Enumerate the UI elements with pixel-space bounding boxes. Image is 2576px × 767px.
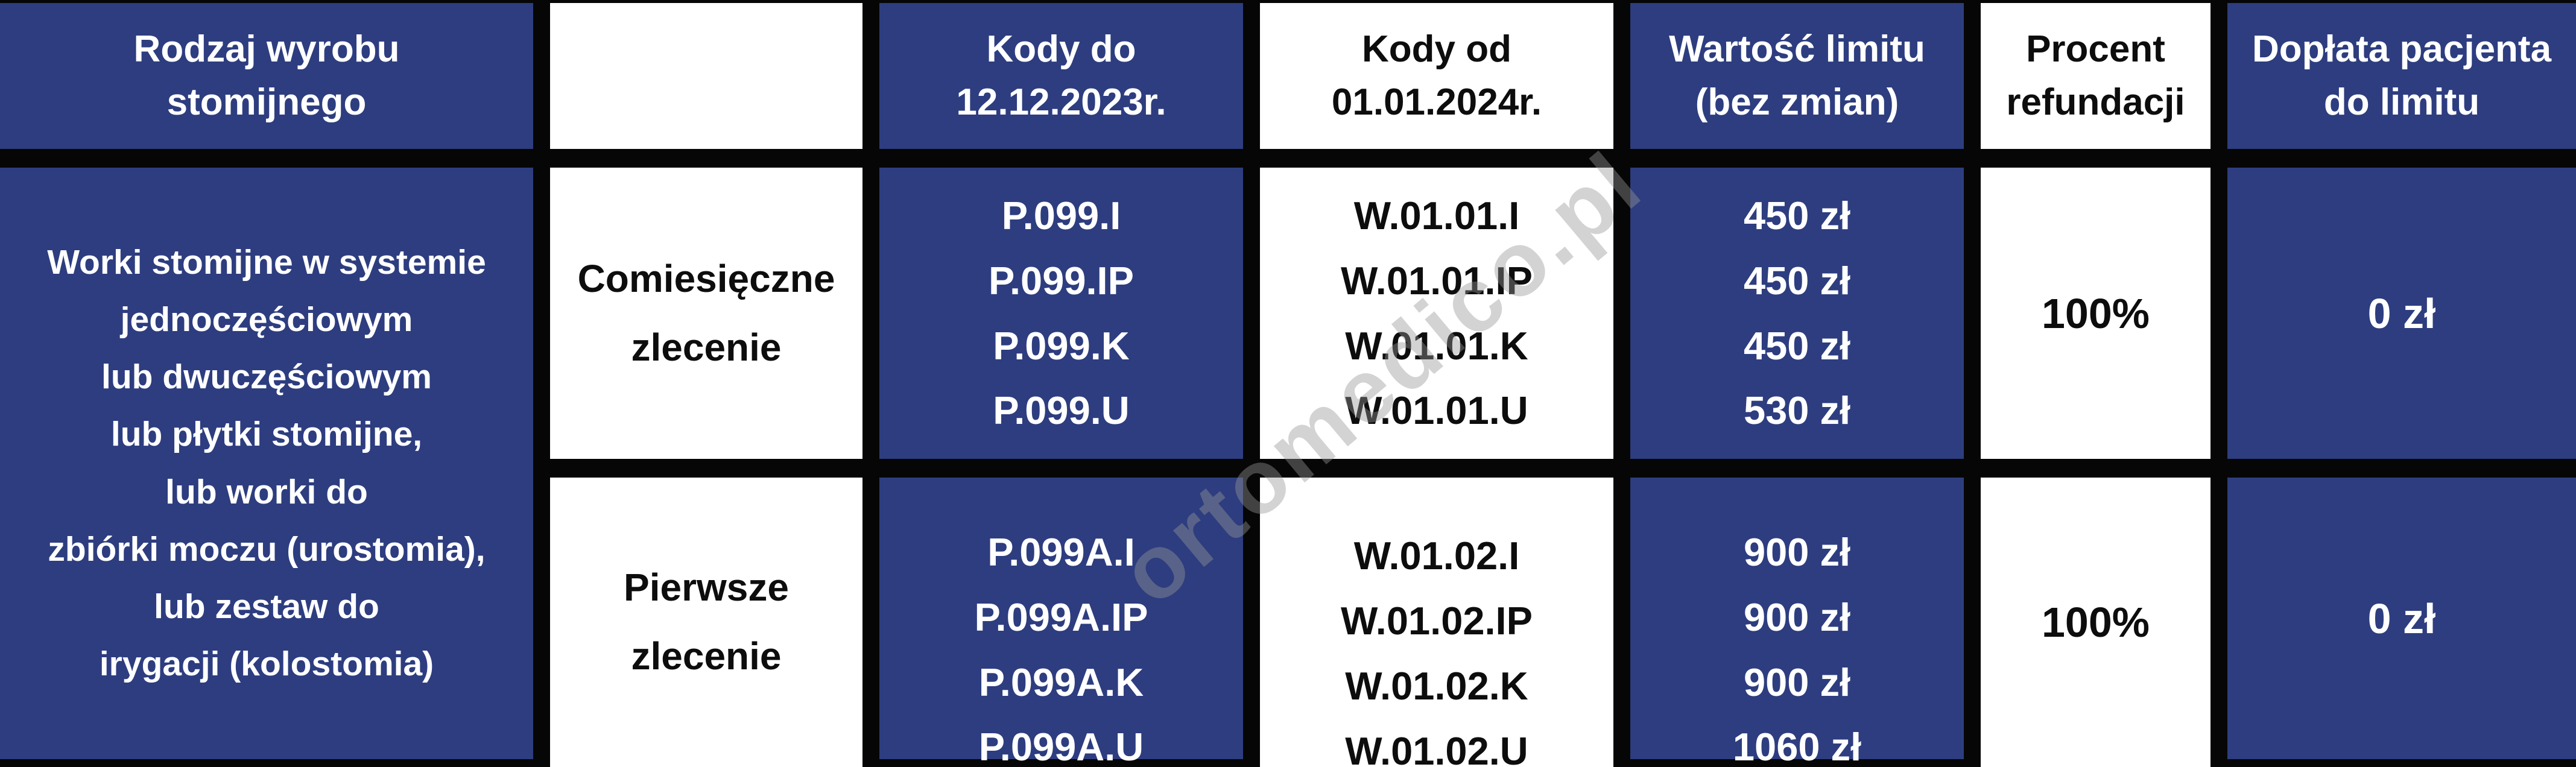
cell-limit-values-first-text: 900 zł 900 zł 900 zł 1060 zł: [1732, 529, 1862, 767]
cell-patient-copay-first: 0 zł: [2227, 478, 2576, 767]
cell-order-type-first: Pierwsze zlecenie: [550, 478, 862, 767]
cell-codes-new-first: W.01.02.I W.01.02.IP W.01.02.K W.01.02.U: [1260, 478, 1613, 767]
cell-codes-old-first: P.099A.I P.099A.IP P.099A.K P.099A.U: [879, 478, 1243, 767]
header-order-type-empty: [550, 3, 862, 149]
cell-patient-copay-monthly: 0 zł: [2227, 168, 2576, 459]
header-codes-old: Kody do 12.12.2023r.: [879, 3, 1243, 149]
header-codes-new: Kody od 01.01.2024r.: [1260, 3, 1613, 149]
cell-product-description: Worki stomijne w systemie jednoczęściowy…: [0, 168, 533, 767]
header-limit-value: Wartość limitu (bez zmian): [1630, 3, 1964, 149]
header-product-type: Rodzaj wyrobu stomijnego: [0, 3, 533, 149]
cell-order-type-monthly: Comiesięczne zlecenie: [550, 168, 862, 459]
cell-refund-percent-monthly: 100%: [1981, 168, 2210, 459]
cell-codes-new-monthly: W.01.01.I W.01.01.IP W.01.01.K W.01.01.U: [1260, 168, 1613, 459]
cell-codes-new-first-text: W.01.02.I W.01.02.IP W.01.02.K W.01.02.U: [1341, 534, 1533, 767]
header-patient-copay: Dopłata pacjenta do limitu: [2227, 3, 2576, 149]
cell-limit-values-monthly: 450 zł 450 zł 450 zł 530 zł: [1630, 168, 1964, 459]
cell-codes-old-monthly: P.099.I P.099.IP P.099.K P.099.U: [879, 168, 1243, 459]
header-refund-percent: Procent refundacji: [1981, 3, 2210, 149]
cell-limit-values-first: 900 zł 900 zł 900 zł 1060 zł: [1630, 478, 1964, 767]
cell-codes-old-first-text: P.099A.I P.099A.IP P.099A.K P.099A.U: [974, 529, 1148, 767]
cell-refund-percent-first: 100%: [1981, 478, 2210, 767]
